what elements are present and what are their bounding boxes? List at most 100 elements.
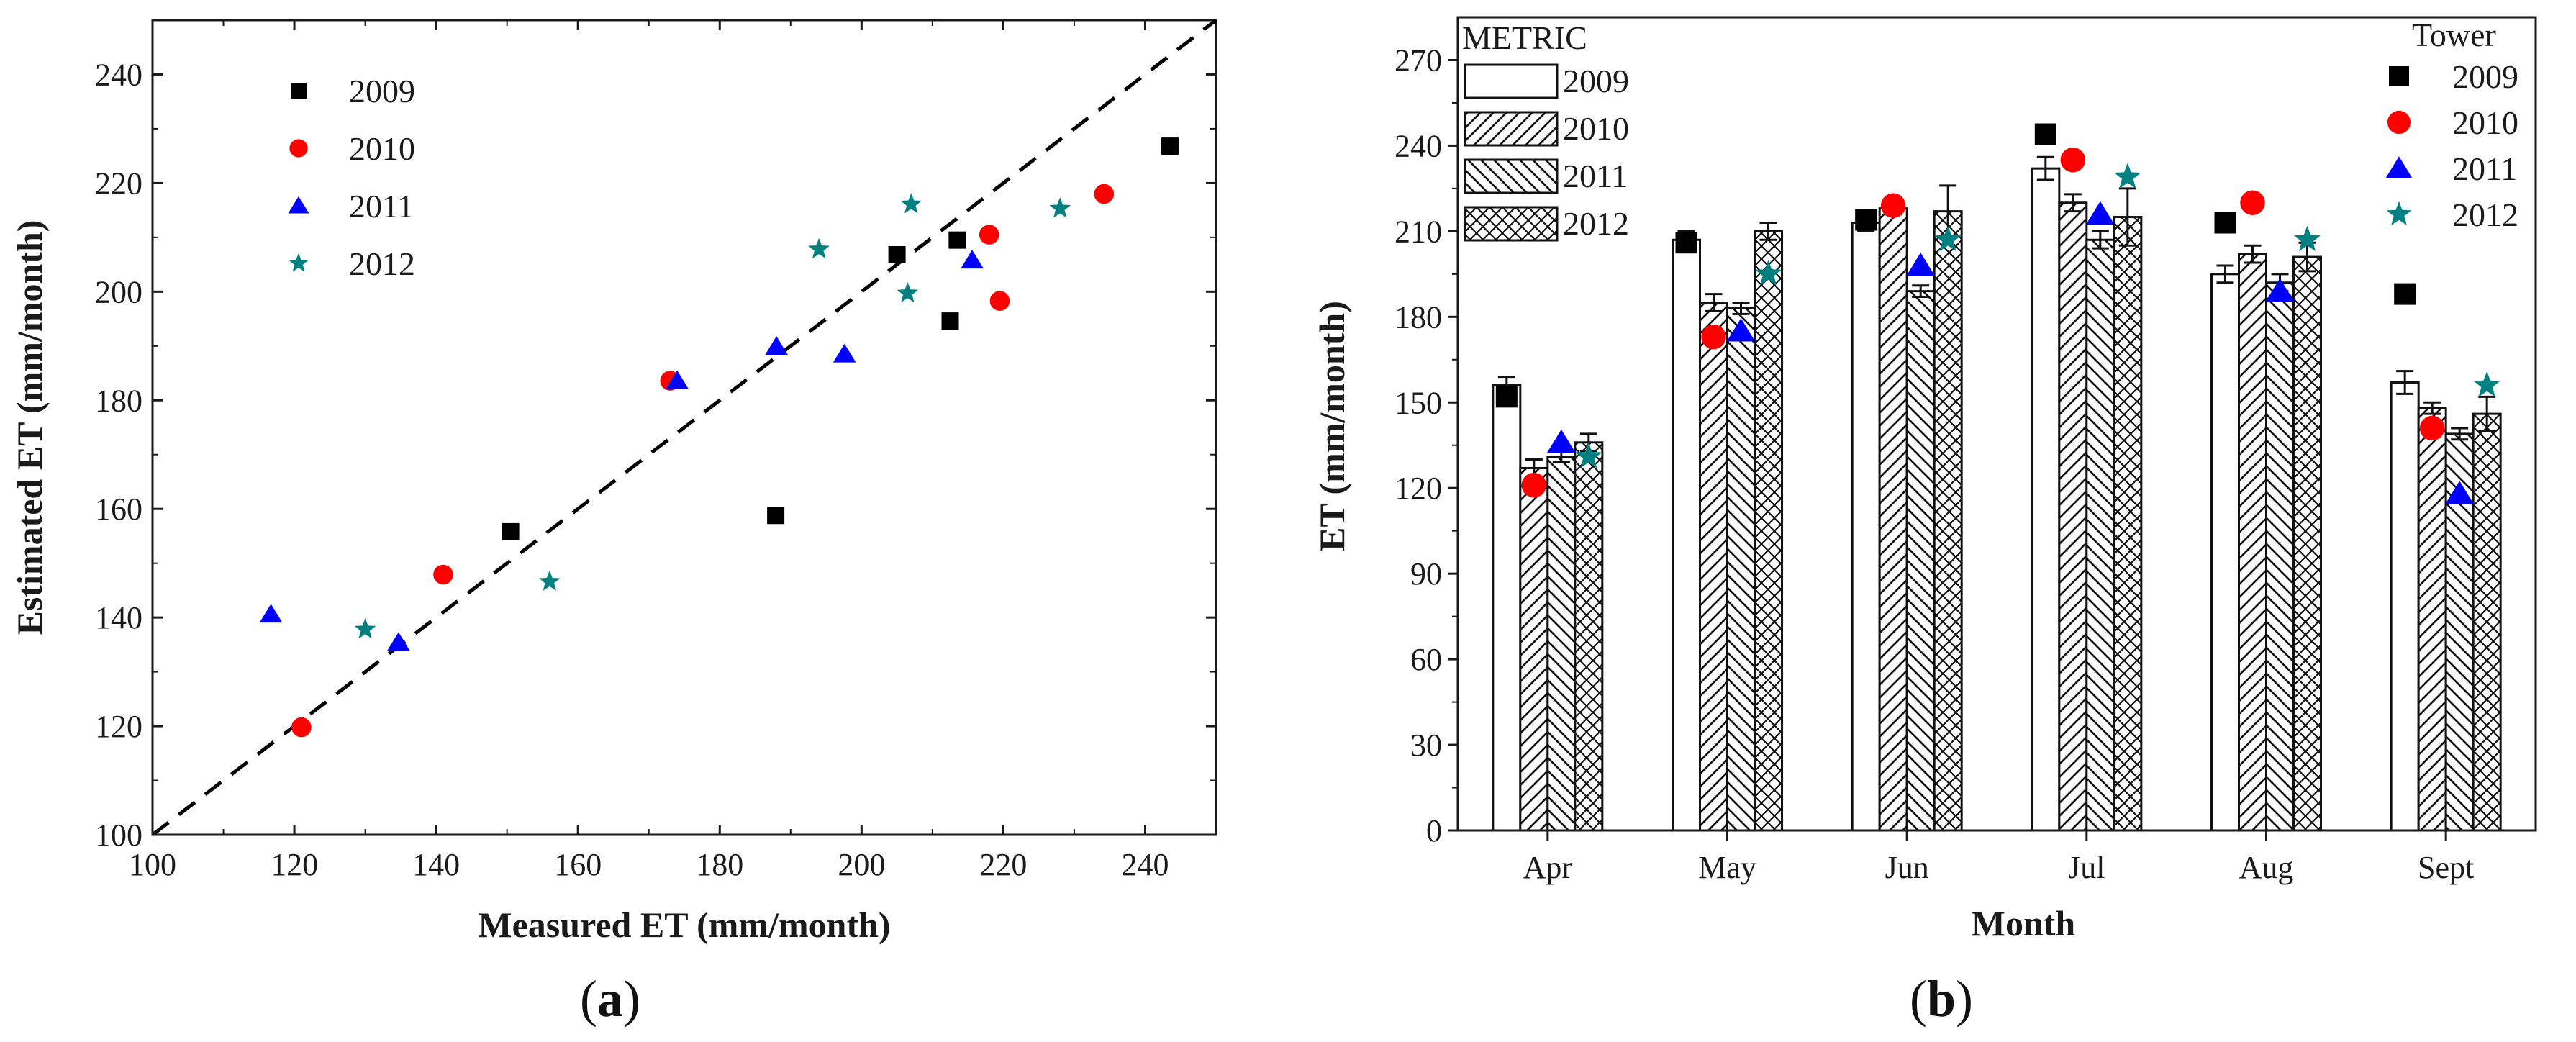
- point-2011: [666, 370, 689, 389]
- tower-May-2010: [1701, 324, 1726, 350]
- point-2010: [989, 291, 1010, 311]
- point-2009: [888, 246, 906, 264]
- point-2009: [948, 231, 966, 249]
- bar-Jun-2012: [1933, 210, 1963, 832]
- legend-a-marker-2012: [289, 253, 309, 272]
- point-2012: [808, 237, 830, 259]
- y-tick-label: 90: [1410, 556, 1442, 592]
- plot-a-ticks: 100 120 140 160 180 200 220 240 100 120 140 160 180 2…: [95, 20, 1216, 882]
- plot-b-legend: METRIC 2009 2010 2011 2012 Tower 2009 2010 2011 2…: [1462, 17, 2518, 242]
- plot-b-tower-markers: [1495, 123, 2500, 504]
- legend-b-marker-label-2010: 2010: [2452, 104, 2518, 141]
- x-tick-label: Aug: [2239, 850, 2294, 885]
- y-tick-label: 30: [1410, 728, 1442, 763]
- tower-Sept-2009: [2394, 283, 2416, 305]
- bar-Jun-2010: [1878, 207, 1908, 832]
- legend-b-swatch-2011: [1464, 158, 1559, 194]
- tower-Jul-2009: [2034, 123, 2056, 145]
- y-tick-label: 160: [95, 491, 142, 527]
- bar-Jun-2009: [1851, 221, 1881, 832]
- bar-Aug-2009: [2210, 273, 2240, 832]
- legend-b-marker-2011: [2385, 156, 2413, 178]
- point-2012: [1049, 197, 1071, 218]
- tower-Apr-2010: [1521, 472, 1547, 498]
- bar-Aug-2011: [2265, 281, 2295, 832]
- panel-label-b: (b): [1910, 970, 1973, 1028]
- point-2011: [833, 343, 856, 363]
- bar-May-2011: [1726, 307, 1756, 832]
- legend-b-marker-label-2012: 2012: [2452, 196, 2518, 233]
- legend-b-swatch-2009: [1464, 63, 1559, 99]
- legend-b-bar-label-2011: 2011: [1563, 158, 1628, 194]
- tower-Jul-2010: [2060, 147, 2086, 173]
- y-tick-label: 100: [95, 817, 142, 853]
- panel-a-letter: a: [597, 970, 623, 1028]
- y-tick-label: 220: [95, 166, 142, 201]
- tower-Sept-2012: [2473, 371, 2500, 397]
- y-tick-label: 270: [1394, 42, 1442, 78]
- legend-b-swatch-2012: [1464, 206, 1559, 242]
- tower-Aug-2009: [2214, 212, 2236, 234]
- tower-Jun-2011: [1906, 252, 1935, 276]
- legend-a-marker-2011: [288, 196, 309, 214]
- legend-b-marker-2010: [2387, 110, 2411, 135]
- x-tick-label: 160: [554, 847, 602, 882]
- bar-May-2010: [1699, 301, 1728, 832]
- bar-Aug-2010: [2238, 253, 2267, 832]
- tower-Jun-2012: [1934, 225, 1962, 251]
- y-tick-label: 180: [1394, 299, 1442, 335]
- point-2009: [1161, 137, 1179, 155]
- x-tick-label: 240: [1121, 847, 1169, 882]
- bar-Sept-2010: [2417, 407, 2447, 832]
- tower-Aug-2012: [2294, 225, 2321, 251]
- bar-May-2009: [1672, 238, 1701, 832]
- x-tick-label: 100: [129, 847, 176, 882]
- legend-b-marker-label-2009: 2009: [2452, 58, 2518, 95]
- plot-b-bars: [1492, 167, 2502, 832]
- tower-Aug-2011: [2265, 278, 2295, 302]
- tower-May-2011: [1726, 318, 1756, 342]
- panel-label-a: (a): [580, 970, 640, 1028]
- bar-Jul-2009: [2031, 167, 2061, 832]
- tower-Jun-2010: [1880, 193, 1906, 218]
- point-2010: [1094, 184, 1115, 204]
- bar-Jul-2012: [2113, 216, 2143, 832]
- x-tick-label: 120: [271, 847, 318, 882]
- x-tick-label: Jul: [2068, 850, 2105, 885]
- legend-a-label-2009: 2009: [349, 73, 415, 109]
- y-tick-label: 120: [95, 709, 142, 744]
- legend-a-label-2011: 2011: [349, 188, 414, 225]
- legend-a-label-2012: 2012: [349, 245, 415, 282]
- plot-a-frame: [151, 19, 1217, 836]
- x-tick-label: Sept: [2418, 850, 2474, 885]
- tower-Jul-2011: [2086, 201, 2115, 225]
- bar-Apr-2009: [1492, 384, 1522, 832]
- point-2010: [979, 225, 999, 245]
- one-to-one-reference-line: [151, 19, 1217, 836]
- legend-b-marker-label-2011: 2011: [2452, 150, 2517, 187]
- y-tick-label: 150: [1394, 385, 1442, 420]
- x-tick-label: 140: [412, 847, 460, 882]
- x-tick-label: Apr: [1523, 850, 1573, 885]
- legend-b-bar-label-2010: 2010: [1563, 110, 1629, 147]
- bar-Apr-2010: [1519, 466, 1549, 832]
- tower-Apr-2009: [1495, 386, 1518, 408]
- tower-Apr-2012: [1575, 443, 1602, 468]
- bar-Jul-2011: [2085, 238, 2115, 832]
- tower-May-2012: [1755, 260, 1782, 286]
- tower-Sept-2010: [2419, 415, 2445, 441]
- tower-Jul-2012: [2114, 163, 2141, 189]
- tower-Sept-2011: [2445, 481, 2474, 504]
- bar-Sept-2012: [2472, 412, 2502, 832]
- bar-Apr-2011: [1546, 456, 1577, 832]
- plot-a-legend: 2009 2010 2011 2012: [288, 73, 415, 282]
- plot-b-error-bars: [1497, 155, 2496, 478]
- bar-May-2012: [1754, 230, 1783, 832]
- panel-b-letter: b: [1927, 970, 1956, 1028]
- tower-Aug-2010: [2240, 190, 2265, 215]
- x-tick-label: Jun: [1885, 850, 1929, 885]
- x-tick-label: 200: [838, 847, 885, 882]
- bar-Aug-2012: [2292, 255, 2322, 832]
- legend-b-metric-title: METRIC: [1462, 19, 1587, 56]
- legend-b-marker-2009: [2389, 66, 2409, 86]
